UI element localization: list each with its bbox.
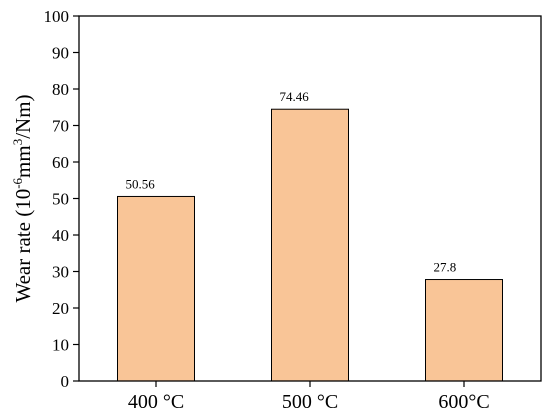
y-axis-title-exp2: 3 <box>10 139 25 146</box>
x-axis-ticks: 400 °C 500 °C 600°C <box>128 381 490 413</box>
y-tick-label: 60 <box>52 153 69 172</box>
y-axis-ticks: 0 10 20 30 40 50 60 70 80 90 100 <box>44 7 79 391</box>
y-tick-label: 10 <box>52 336 69 355</box>
y-axis-title-middle: mm <box>11 145 35 178</box>
y-tick-label: 20 <box>52 299 69 318</box>
bars-group: 50.56 74.46 27.8 <box>117 89 503 382</box>
y-tick-label: 80 <box>52 80 69 99</box>
x-category-label: 400 °C <box>128 391 184 413</box>
x-category-label: 600°C <box>438 391 489 413</box>
y-axis-title: Wear rate (10-6mm3/Nm) <box>10 94 35 302</box>
plot-frame <box>78 15 542 382</box>
y-tick-label: 70 <box>52 117 69 136</box>
y-tick-label: 50 <box>52 190 69 209</box>
bar-value-label: 74.46 <box>280 89 310 104</box>
bar-value-label: 50.56 <box>126 176 156 191</box>
x-category-label: 500 °C <box>282 391 338 413</box>
y-tick-label: 40 <box>52 226 69 245</box>
bar-1 <box>271 108 349 382</box>
y-tick-label: 100 <box>44 7 70 26</box>
y-axis-title-prefix: Wear rate (10 <box>11 189 35 303</box>
bar-2 <box>425 279 503 382</box>
y-axis-title-suffix: /Nm) <box>11 94 35 138</box>
bar-0 <box>117 195 195 382</box>
y-axis-title-exp1: -6 <box>10 177 25 188</box>
y-tick-label: 0 <box>61 372 70 391</box>
bar-value-label: 27.8 <box>434 260 457 275</box>
y-tick-label: 30 <box>52 263 69 282</box>
y-tick-label: 90 <box>52 44 69 63</box>
